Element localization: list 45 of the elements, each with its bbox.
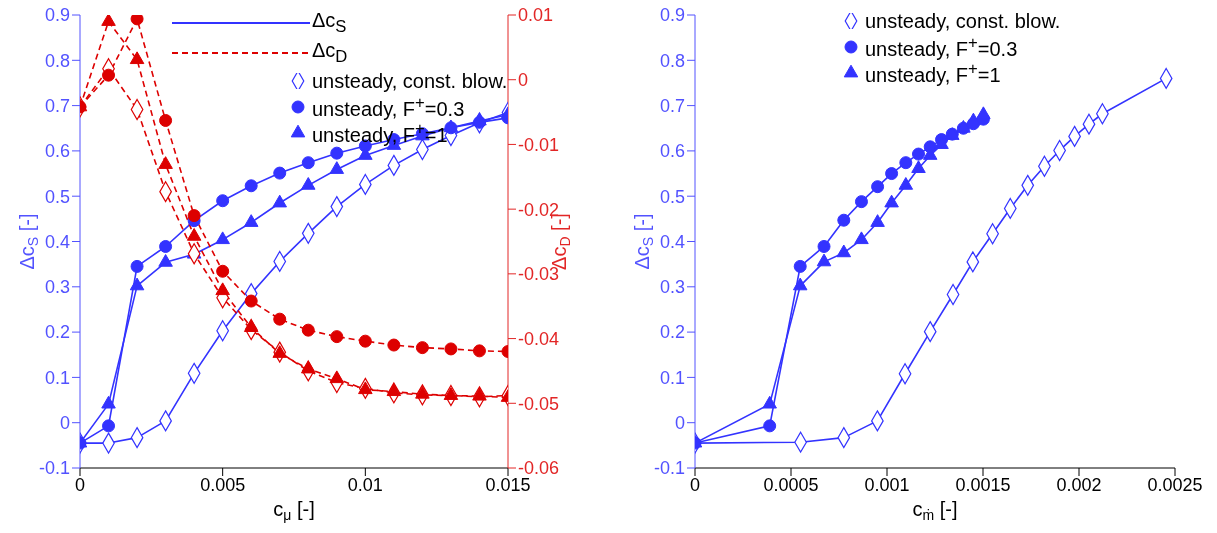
y2-tick-label: 0.01	[518, 5, 554, 26]
y-tick-label: 0.8	[659, 50, 685, 71]
x-tick-label: 0.0015	[955, 474, 1011, 495]
y-tick-label: 0.6	[659, 141, 685, 162]
annotation: Δc$_{S}$	[312, 9, 347, 37]
y-tick-label: -0.1	[38, 458, 70, 479]
y2-tick-label: -0.05	[518, 393, 560, 414]
legend-label: unsteady, F$^{+}$=1	[865, 59, 1001, 86]
y-tick-label: 0.5	[44, 186, 70, 207]
y-tick-label: 0.7	[44, 95, 70, 116]
y-tick-label: 0.2	[659, 322, 685, 343]
x-tick-label: 0	[689, 474, 701, 495]
y2-tick-label: -0.04	[518, 328, 560, 349]
x-tick-label: 0.005	[200, 474, 246, 495]
x-tick-label: 0.0025	[1147, 474, 1203, 495]
y-tick-label: 0	[674, 413, 685, 434]
legend-label: unsteady, F$^{+}$=0.3	[312, 93, 465, 120]
y-tick-label: 0.1	[659, 367, 685, 388]
y-tick-label: 0.9	[659, 5, 685, 26]
x-tick-label: 0	[74, 474, 86, 495]
y-tick-label: 0.9	[44, 5, 70, 26]
y2-tick-label: -0.01	[518, 134, 560, 155]
y2-tick-label: 0	[518, 70, 529, 91]
y-tick-label: 0.7	[659, 95, 685, 116]
y-tick-label: 0.4	[659, 231, 685, 252]
legend-label: unsteady, const. blow.	[865, 10, 1061, 32]
y-tick-label: 0.1	[44, 367, 70, 388]
y-tick-label: 0.4	[44, 231, 70, 252]
x-axis-title: c$_{ṁ}$ [-]	[912, 498, 958, 524]
y-tick-label: 0.3	[659, 277, 685, 298]
x-tick-label: 0.0005	[763, 474, 819, 495]
x-tick-label: 0.01	[347, 474, 383, 495]
y-tick-label: -0.1	[653, 458, 685, 479]
y-tick-label: 0.3	[44, 277, 70, 298]
y-tick-label: 0.5	[659, 186, 685, 207]
legend-label: unsteady, const. blow.	[312, 70, 508, 92]
legend-label: unsteady, F$^{+}$=0.3	[865, 33, 1018, 60]
y-tick-label: 0.2	[44, 322, 70, 343]
y-tick-label: 0	[59, 413, 70, 434]
annotation: Δc$_{D}$	[312, 39, 348, 67]
x-tick-label: 0.001	[864, 474, 910, 495]
y-tick-label: 0.6	[44, 141, 70, 162]
x-axis-title: c$_{μ}$ [-]	[273, 498, 315, 524]
x-tick-label: 0.002	[1056, 474, 1102, 495]
y-tick-label: 0.8	[44, 50, 70, 71]
